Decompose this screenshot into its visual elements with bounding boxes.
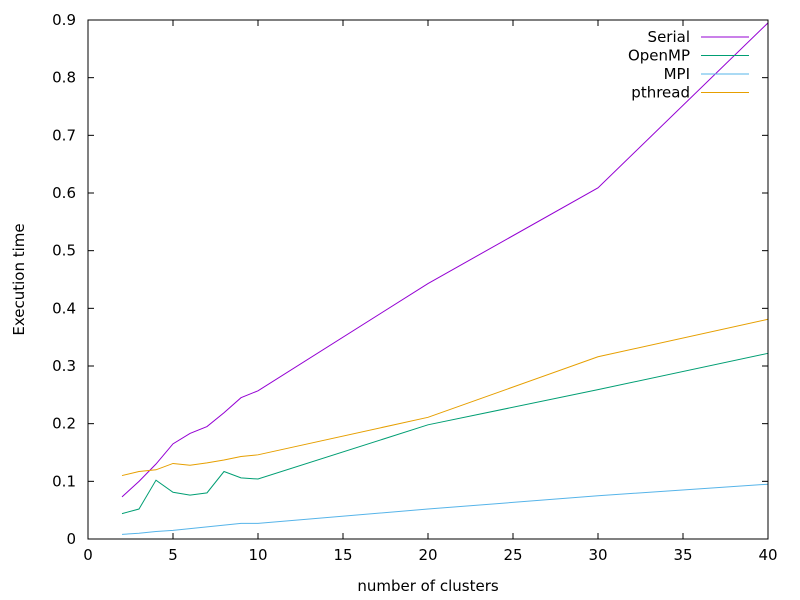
y-tick-label: 0.2 <box>52 415 76 433</box>
series-line-openmp <box>121 352 769 515</box>
y-tick-label: 0 <box>66 530 76 548</box>
x-tick-label: 0 <box>83 546 93 564</box>
legend-label-serial: Serial <box>648 28 690 46</box>
legend-label-pthread: pthread <box>631 84 690 102</box>
y-tick-label: 0.3 <box>52 357 76 375</box>
x-tick-label: 15 <box>333 546 352 564</box>
x-axis-label: number of clusters <box>357 577 499 595</box>
plot-border <box>87 19 769 540</box>
x-tick-label: 30 <box>588 546 607 564</box>
x-tick-label: 10 <box>248 546 267 564</box>
series-layer <box>121 22 769 535</box>
legend-label-mpi: MPI <box>664 65 690 83</box>
x-tick-label: 25 <box>503 546 522 564</box>
series-line-mpi <box>121 483 769 535</box>
y-axis-label: Execution time <box>10 223 28 335</box>
y-tick-label: 0.5 <box>52 242 76 260</box>
x-tick-label: 40 <box>758 546 777 564</box>
y-tick-label: 0.8 <box>52 69 76 87</box>
x-tick-label: 35 <box>673 546 692 564</box>
legend-label-openmp: OpenMP <box>628 47 690 65</box>
series-line-serial <box>121 22 769 498</box>
y-tick-label: 0.9 <box>52 11 76 29</box>
ticks-layer: 0 5 10 15 20 25 30 35 40 0 0.1 0.2 0.3 0.4 0.5 0.6 0.7 0.… <box>52 11 777 564</box>
y-tick-label: 0.6 <box>52 184 76 202</box>
series-line-pthread <box>121 318 769 477</box>
y-tick-label: 0.4 <box>52 299 76 317</box>
x-tick-label: 20 <box>418 546 437 564</box>
y-tick-label: 0.1 <box>52 472 76 490</box>
x-tick-label: 5 <box>168 546 178 564</box>
y-tick-label: 0.7 <box>52 126 76 144</box>
